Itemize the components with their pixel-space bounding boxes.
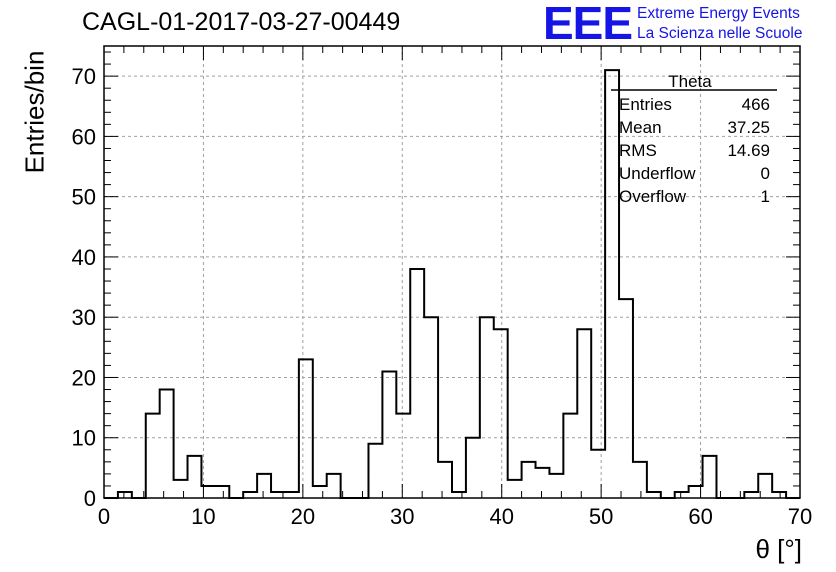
histogram-bin	[536, 468, 550, 498]
histogram-bin	[591, 450, 605, 498]
histogram-bin	[118, 492, 132, 498]
histogram-bin	[772, 492, 786, 498]
stats-row-value: 14.69	[727, 141, 770, 160]
histogram-bin	[424, 317, 438, 498]
y-tick-label: 70	[72, 64, 96, 89]
plot-frame	[103, 45, 801, 499]
histogram-bin	[257, 474, 271, 498]
x-tick-label: 10	[191, 504, 215, 529]
y-tick-label: 40	[72, 245, 96, 270]
logo-line-2: La Scienza nelle Scuole	[637, 25, 803, 42]
histogram-bin	[452, 492, 466, 498]
x-tick-label: 30	[390, 504, 414, 529]
x-tick-label: 20	[291, 504, 315, 529]
stats-row-label: RMS	[619, 141, 657, 160]
histogram-bin	[243, 492, 257, 498]
y-tick-label: 50	[72, 185, 96, 210]
stats-row-value: 0	[761, 164, 770, 183]
histogram-bin	[675, 492, 689, 498]
stats-row-label: Mean	[619, 118, 662, 137]
histogram-bin	[703, 456, 717, 498]
y-tick-label: 30	[72, 305, 96, 330]
histogram-outline	[104, 69, 800, 499]
histogram-bin	[382, 371, 396, 498]
plot-title: CAGL-01-2017-03-27-00449	[82, 8, 401, 36]
histogram-bin	[327, 474, 341, 498]
histogram-bin	[368, 444, 382, 498]
histogram-bin	[605, 70, 619, 498]
histogram-bin	[633, 462, 647, 498]
histogram-bin	[160, 390, 174, 498]
histogram-bin	[508, 480, 522, 498]
y-tick-label: 0	[84, 486, 96, 511]
histogram-bin	[438, 462, 452, 498]
histogram-bin	[174, 480, 188, 498]
histogram-bin	[285, 492, 299, 498]
histogram-bin	[563, 414, 577, 498]
grid-layer	[104, 46, 800, 498]
histogram-bin	[647, 492, 661, 498]
histogram-bin	[299, 359, 313, 498]
stats-row-value: 37.25	[727, 118, 770, 137]
stats-row-value: 466	[742, 95, 770, 114]
histogram-bin	[577, 329, 591, 498]
y-tick-label: 20	[72, 365, 96, 390]
histogram-bin	[146, 414, 160, 498]
histogram-layer	[104, 69, 800, 499]
logo-line-1: Extreme Energy Events	[637, 5, 800, 22]
histogram-bin	[215, 486, 229, 498]
y-tick-label: 10	[72, 426, 96, 451]
eee-logo-text: Extreme Energy Events La Scienza nelle S…	[637, 4, 802, 44]
stats-row-label: Underflow	[619, 164, 696, 183]
histogram-bin	[396, 414, 410, 498]
histogram-bin	[313, 486, 327, 498]
stats-row-value: 1	[761, 187, 770, 206]
histogram-bin	[188, 456, 202, 498]
stats-row-label: Overflow	[619, 187, 687, 206]
x-axis-label: θ [°]	[755, 534, 802, 564]
y-tick-label: 60	[72, 124, 96, 149]
x-tick-label: 40	[489, 504, 513, 529]
x-tick-label: 0	[98, 504, 110, 529]
eee-logo: EEE	[543, 0, 633, 49]
histogram-bin	[410, 269, 424, 498]
x-tick-label: 50	[589, 504, 613, 529]
histogram-bin	[466, 438, 480, 498]
stats-row-label: Entries	[619, 95, 672, 114]
stats-box-title: Theta	[668, 72, 712, 91]
histogram-bin	[480, 317, 494, 498]
histogram-bin	[619, 299, 633, 498]
x-tick-label: 70	[788, 504, 812, 529]
histogram-bin	[522, 462, 536, 498]
histogram-bin	[494, 329, 508, 498]
x-tick-label: 60	[688, 504, 712, 529]
stats-box: Theta Entries 466 Mean 37.25 RMS 14.69 Underflo…	[611, 72, 777, 206]
histogram-bin	[744, 492, 758, 498]
